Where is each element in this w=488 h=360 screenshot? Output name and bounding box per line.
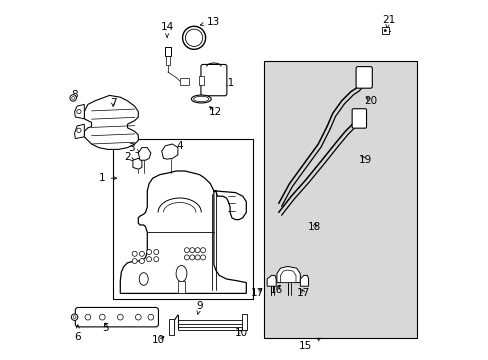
Circle shape [146, 257, 151, 262]
Circle shape [72, 96, 75, 99]
Circle shape [71, 314, 78, 320]
Circle shape [85, 314, 91, 320]
Circle shape [384, 30, 386, 32]
Text: 2: 2 [124, 152, 134, 162]
Text: 17: 17 [297, 288, 310, 298]
Circle shape [184, 255, 189, 260]
FancyBboxPatch shape [201, 64, 226, 96]
Polygon shape [138, 148, 151, 160]
Bar [169, 319, 174, 335]
Polygon shape [162, 144, 178, 159]
FancyBboxPatch shape [351, 109, 366, 128]
Text: 17: 17 [250, 288, 263, 298]
Bar [164, 47, 171, 56]
Polygon shape [280, 270, 295, 283]
Circle shape [182, 26, 205, 49]
Circle shape [139, 251, 144, 256]
Circle shape [195, 248, 200, 253]
Bar [199, 76, 203, 85]
FancyBboxPatch shape [75, 307, 158, 327]
Circle shape [77, 109, 81, 114]
Bar [113, 139, 253, 299]
Circle shape [135, 314, 141, 320]
Text: 6: 6 [74, 325, 81, 342]
Text: 21: 21 [381, 15, 394, 28]
Text: 9: 9 [196, 301, 203, 314]
Text: 8: 8 [71, 90, 78, 100]
Ellipse shape [191, 95, 211, 103]
Bar [381, 27, 387, 34]
Text: 7: 7 [110, 98, 116, 108]
Polygon shape [84, 95, 138, 149]
FancyBboxPatch shape [355, 67, 371, 88]
Circle shape [148, 314, 153, 320]
Text: 3: 3 [127, 143, 140, 153]
Polygon shape [266, 275, 276, 286]
Polygon shape [120, 171, 246, 293]
Polygon shape [133, 158, 142, 169]
Polygon shape [75, 104, 84, 119]
Circle shape [99, 314, 105, 320]
Bar [179, 78, 188, 85]
Circle shape [73, 316, 76, 319]
Polygon shape [75, 124, 84, 139]
Text: 18: 18 [307, 222, 321, 232]
Text: 4: 4 [170, 141, 183, 151]
Text: 19: 19 [358, 155, 371, 165]
Text: 10: 10 [234, 328, 247, 338]
Circle shape [132, 258, 137, 264]
Ellipse shape [193, 96, 208, 102]
Circle shape [200, 255, 205, 260]
Bar [264, 61, 416, 338]
Circle shape [200, 248, 205, 253]
Text: 1: 1 [99, 173, 117, 183]
Circle shape [139, 258, 144, 264]
Circle shape [184, 248, 189, 253]
Circle shape [146, 249, 151, 255]
Text: 13: 13 [200, 17, 220, 27]
Ellipse shape [176, 266, 186, 282]
Bar [242, 314, 247, 330]
Circle shape [189, 248, 194, 253]
Text: 20: 20 [363, 96, 376, 106]
Circle shape [189, 255, 194, 260]
Circle shape [117, 314, 123, 320]
Text: 12: 12 [209, 107, 222, 117]
Text: 11: 11 [221, 78, 234, 88]
Polygon shape [300, 275, 308, 286]
Circle shape [153, 249, 159, 255]
Circle shape [70, 95, 76, 101]
Circle shape [185, 29, 203, 46]
Text: 10: 10 [151, 335, 164, 345]
Bar [178, 281, 185, 293]
Circle shape [132, 251, 137, 256]
Circle shape [77, 128, 81, 132]
Text: 15: 15 [299, 338, 320, 351]
Circle shape [153, 257, 159, 262]
Text: 14: 14 [160, 22, 173, 37]
Text: 16: 16 [270, 285, 283, 295]
Circle shape [195, 255, 200, 260]
Text: 5: 5 [102, 323, 109, 333]
Ellipse shape [139, 273, 148, 285]
Polygon shape [276, 266, 300, 283]
Bar [166, 56, 169, 65]
